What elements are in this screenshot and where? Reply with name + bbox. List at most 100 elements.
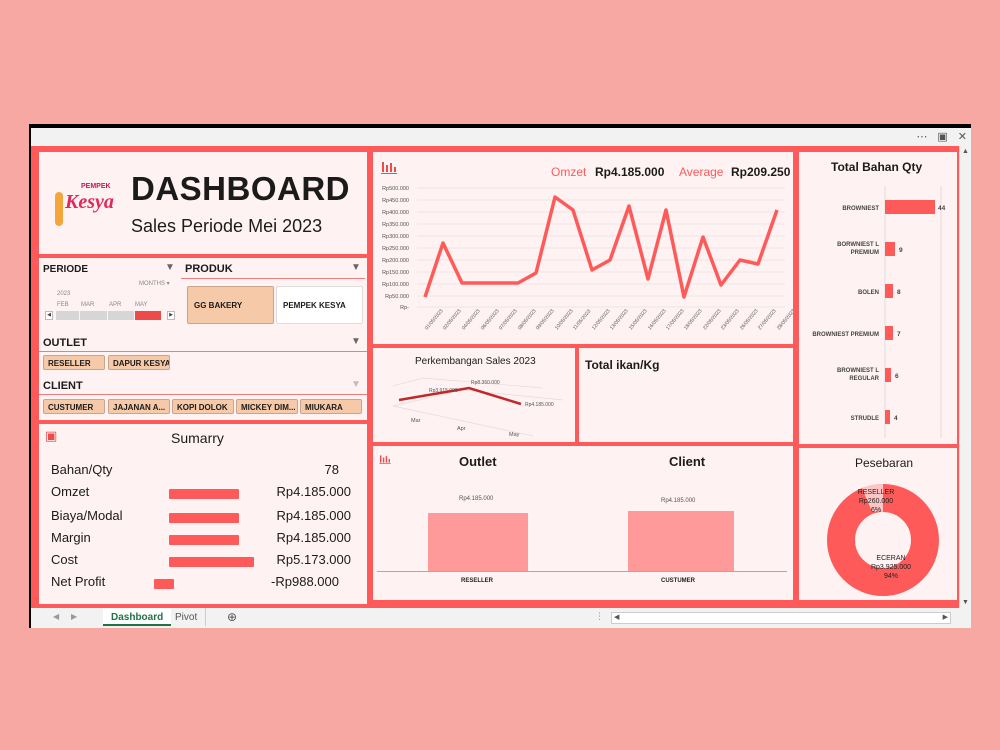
svg-text:Rp50.000: Rp50.000 — [385, 294, 409, 300]
summary-bar — [169, 535, 239, 545]
svg-text:6: 6 — [895, 373, 899, 380]
svg-text:BOLEN: BOLEN — [858, 290, 879, 296]
client-bar-label: Rp4.185.000 — [661, 498, 696, 504]
omzet-value: Rp4.185.000 — [595, 165, 665, 179]
summary-bar — [169, 513, 239, 523]
outlet-slicer-title: OUTLET — [43, 337, 87, 349]
client-item[interactable]: JAJANAN A... — [108, 399, 170, 414]
perkembangan-panel: Perkembangan Sales 2023 Rp3.915.000 Rp8.… — [373, 348, 575, 442]
summary-panel: ▣ Sumarry Bahan/Qty 78 Omzet Rp4.185.000… — [39, 424, 367, 604]
svg-text:8: 8 — [897, 289, 901, 296]
svg-text:Rp300.000: Rp300.000 — [382, 234, 409, 240]
timeline-month-mar: MAR — [81, 302, 95, 308]
outlet-bar-reseller — [428, 513, 528, 571]
svg-text:18/05/2023: 18/05/2023 — [683, 308, 704, 331]
svg-text:28/05/2023: 28/05/2023 — [776, 308, 793, 331]
outlet-item-dapur-kesya[interactable]: DAPUR KESYA — [108, 355, 170, 370]
svg-text:15/05/2023: 15/05/2023 — [628, 308, 649, 331]
tab-dashboard[interactable]: Dashboard — [103, 608, 172, 626]
svg-text:PEMPEK: PEMPEK — [81, 183, 111, 190]
timeline-year: 2023 — [57, 291, 71, 297]
divider — [181, 278, 365, 279]
vertical-scrollbar[interactable]: ▲ ▼ — [959, 146, 971, 608]
client-item[interactable]: MICKEY DIM... — [236, 399, 298, 414]
outlet-bar-label: Rp4.185.000 — [459, 496, 494, 502]
add-sheet-icon[interactable]: ⊕ — [227, 610, 238, 624]
omzet-label: Omzet — [551, 165, 587, 179]
outlet-client-panel: Outlet Client Rp4.185.000 Rp4.185.000 RE… — [373, 446, 793, 600]
clear-filter-icon[interactable]: ▼ — [351, 379, 361, 390]
sheet-tabs-bar: ◀ ▶ Dashboard Pivot ⊕ ⋮ ◀ ▶ — [31, 608, 971, 628]
svg-text:44: 44 — [938, 205, 946, 212]
timeline-left-arrow[interactable]: ◀ — [45, 311, 53, 320]
restore-icon[interactable]: ▣ — [937, 131, 948, 143]
svg-text:RESELLER: RESELLER — [858, 489, 895, 496]
header-panel: PEMPEK Kesya DASHBOARD Sales Periode Mei… — [39, 152, 367, 254]
axis-line — [377, 571, 787, 572]
omzet-chart-panel: Omzet Rp4.185.000 Average Rp209.250 Rp50… — [373, 152, 793, 344]
summary-bar — [169, 489, 239, 499]
summary-value: Rp5.173.000 — [276, 552, 351, 567]
client-bar-custumer — [628, 511, 734, 571]
svg-text:4: 4 — [894, 415, 898, 422]
splitter-handle[interactable]: ⋮ — [595, 611, 604, 621]
svg-text:May: May — [509, 432, 520, 438]
excel-window: ⋯ ▣ ✕ PEMPEK Kesya DASHBOARD Sales Perio… — [29, 124, 971, 628]
client-item[interactable]: KOPI DOLOK — [172, 399, 234, 414]
window-toolbar: ⋯ ▣ ✕ — [31, 128, 971, 146]
svg-text:Rp400.000: Rp400.000 — [382, 210, 409, 216]
summary-value: 78 — [324, 462, 339, 477]
clear-filter-icon[interactable]: ▼ — [165, 262, 175, 273]
bahan-qty-title: Total Bahan Qty — [831, 160, 923, 174]
timeline-bar-apr[interactable] — [108, 311, 134, 320]
svg-text:Kesya: Kesya — [64, 191, 114, 213]
client-item[interactable]: CUSTUMER — [43, 399, 105, 414]
summary-label: Bahan/Qty — [51, 462, 113, 477]
produk-item-pempek-kesya[interactable]: PEMPEK KESYA — [276, 286, 363, 324]
tab-next-arrow[interactable]: ▶ — [71, 612, 78, 621]
summary-row: Biaya/Modal Rp4.185.000 — [51, 508, 351, 524]
timeline-granularity[interactable]: MONTHS ▾ — [139, 281, 170, 287]
svg-text:BROWNIEST PREMIUM: BROWNIEST PREMIUM — [812, 332, 879, 338]
summary-label: Net Profit — [51, 574, 106, 589]
clear-filter-icon[interactable]: ▼ — [351, 336, 361, 347]
svg-text:09/05/2023: 09/05/2023 — [535, 308, 556, 331]
tab-pivot[interactable]: Pivot — [167, 608, 207, 626]
summary-value: -Rp988.000 — [271, 574, 339, 589]
timeline-bar-mar[interactable] — [80, 311, 107, 320]
summary-value: Rp4.185.000 — [276, 530, 351, 545]
close-icon[interactable]: ✕ — [957, 131, 967, 143]
svg-text:Mar: Mar — [411, 418, 421, 424]
svg-text:REGULAR: REGULAR — [849, 376, 879, 382]
svg-text:27/05/2023: 27/05/2023 — [757, 308, 778, 331]
svg-text:STRUDLE: STRUDLE — [851, 416, 879, 422]
summary-label: Omzet — [51, 484, 90, 499]
outlet-item-reseller[interactable]: RESELLER — [43, 355, 105, 370]
tab-prev-arrow[interactable]: ◀ — [53, 612, 60, 621]
omzet-line-chart: Rp500.000 Rp450.000 Rp400.000 Rp350.000 Rp30… — [382, 186, 793, 331]
client-item[interactable]: MIUKARA — [300, 399, 362, 414]
svg-text:9: 9 — [899, 247, 903, 254]
timeline-bar-may[interactable] — [135, 311, 161, 320]
timeline-right-arrow[interactable]: ▶ — [167, 311, 175, 320]
svg-text:Rp8.360.000: Rp8.360.000 — [471, 380, 500, 386]
timeline-bar-feb[interactable] — [56, 311, 79, 320]
svg-text:BROWNIEST: BROWNIEST — [842, 206, 879, 212]
average-value: Rp209.250 — [731, 165, 791, 179]
svg-text:Rp3.915.000: Rp3.915.000 — [429, 388, 458, 394]
svg-text:13/05/2023: 13/05/2023 — [609, 308, 630, 331]
client-title: Client — [669, 454, 706, 469]
periode-slicer-title: PERIODE — [43, 264, 89, 275]
produk-item-gg-bakery[interactable]: GG BAKERY — [187, 286, 274, 324]
horizontal-scrollbar[interactable]: ◀ ▶ — [611, 612, 951, 624]
clear-filter-icon[interactable]: ▼ — [351, 262, 361, 273]
svg-text:Rp250.000: Rp250.000 — [382, 246, 409, 252]
average-label: Average — [679, 165, 724, 179]
svg-text:Rp200.000: Rp200.000 — [382, 258, 409, 264]
svg-text:BROWNIEST L: BROWNIEST L — [837, 368, 879, 374]
more-icon[interactable]: ⋯ — [916, 131, 928, 143]
svg-text:04/05/2023: 04/05/2023 — [461, 308, 482, 331]
page-title: DASHBOARD — [131, 170, 350, 207]
svg-text:Rp100.000: Rp100.000 — [382, 282, 409, 288]
svg-text:6%: 6% — [871, 507, 881, 514]
